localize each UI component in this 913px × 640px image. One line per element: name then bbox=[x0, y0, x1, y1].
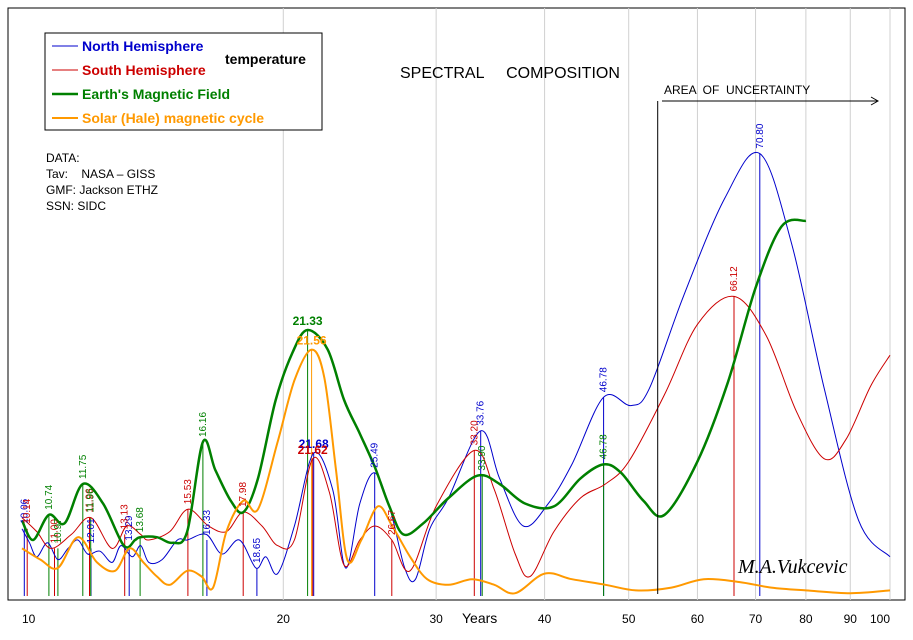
author-signature: M.A.Vukcevic bbox=[737, 556, 848, 578]
peak-label-26: 21.33 bbox=[293, 314, 323, 328]
peak-lines bbox=[23, 153, 761, 596]
x-tick-30: 30 bbox=[429, 612, 443, 626]
peak-label-28: 46.78 bbox=[599, 434, 610, 459]
x-tick-50: 50 bbox=[622, 612, 636, 626]
peak-label-23: 11.96 bbox=[86, 488, 97, 513]
peak-label-14: 15.53 bbox=[183, 479, 194, 504]
x-axis-label: Years bbox=[462, 610, 497, 626]
peak-label-8: 46.78 bbox=[599, 367, 610, 392]
peak-label-20: 10.74 bbox=[44, 484, 55, 509]
x-tick-labels: 10 20 30 40 50 60 70 80 90 100 bbox=[22, 612, 890, 626]
peak-label-15: 17.98 bbox=[238, 482, 249, 507]
legend-box bbox=[44, 32, 323, 131]
peak-label-7: 33.76 bbox=[476, 400, 487, 425]
peak-label-24: 13.68 bbox=[135, 507, 146, 532]
chart-title: SPECTRAL COMPOSITION bbox=[400, 65, 620, 82]
x-tick-90: 90 bbox=[844, 612, 858, 626]
peak-label-2: 13.29 bbox=[124, 515, 135, 540]
peak-label-4: 18.65 bbox=[252, 538, 263, 563]
x-tick-10: 10 bbox=[22, 612, 36, 626]
legend-label-south: South Hemisphere bbox=[82, 62, 206, 78]
uncertainty-area: AREA OF UNCERTAINTY bbox=[657, 83, 880, 594]
peak-label-13: 13.13 bbox=[120, 504, 131, 529]
peak-label-17: 26.67 bbox=[387, 510, 398, 535]
peak-label-18: 33.20 bbox=[469, 420, 480, 445]
magnetic-field-line bbox=[20, 218, 807, 549]
peak-label-9: 70.80 bbox=[755, 123, 766, 148]
peak-label-16: 21.62 bbox=[298, 443, 328, 457]
x-tick-80: 80 bbox=[799, 612, 813, 626]
peak-label-5: 21.68 bbox=[299, 437, 329, 451]
peak-labels: 10.06 12.01 13.29 16.33 18.65 21.68 25.49 33.76… bbox=[19, 123, 766, 563]
series-lines bbox=[20, 151, 891, 595]
peak-label-22: 11.75 bbox=[78, 454, 89, 479]
legend-label-gmf: Earth's Magnetic Field bbox=[82, 86, 230, 102]
peak-label-11: 11.00 bbox=[50, 519, 61, 544]
peak-label-10: 10.14 bbox=[22, 498, 33, 523]
x-tick-40: 40 bbox=[538, 612, 552, 626]
data-heading: DATA: bbox=[46, 151, 80, 165]
peak-label-6: 25.49 bbox=[370, 442, 381, 467]
uncertainty-label: AREA OF UNCERTAINTY bbox=[664, 83, 810, 97]
solar-cycle-line bbox=[21, 348, 891, 595]
peak-label-27: 33.90 bbox=[477, 445, 488, 470]
peak-label-25: 16.16 bbox=[198, 412, 209, 437]
peak-label-1: 12.01 bbox=[86, 518, 97, 543]
peak-label-3: 16.33 bbox=[202, 510, 213, 535]
peak-label-21: 10.97 bbox=[53, 518, 64, 543]
peak-label-29: 21.56 bbox=[297, 334, 327, 348]
legend: North Hemisphere South Hemisphere Earth'… bbox=[44, 32, 323, 131]
peak-label-19: 66.12 bbox=[729, 266, 740, 291]
data-source-gmf: GMF: Jackson ETHZ bbox=[46, 183, 158, 197]
temperature-label: temperature bbox=[225, 51, 306, 67]
x-tick-20: 20 bbox=[277, 612, 291, 626]
legend-label-north: North Hemisphere bbox=[82, 38, 204, 54]
north-hemisphere-line bbox=[21, 151, 891, 583]
x-tick-70: 70 bbox=[749, 612, 763, 626]
south-hemisphere-line bbox=[21, 295, 891, 578]
x-tick-100: 100 bbox=[870, 612, 890, 626]
x-tick-60: 60 bbox=[691, 612, 705, 626]
data-source-tav: Tav: NASA – GISS bbox=[46, 167, 155, 181]
data-source-ssn: SSN: SIDC bbox=[46, 199, 106, 213]
peak-label-0: 10.06 bbox=[19, 498, 30, 523]
arrow-head-icon bbox=[870, 96, 880, 106]
legend-label-solar: Solar (Hale) magnetic cycle bbox=[82, 110, 264, 126]
data-sources: DATA: Tav: NASA – GISS GMF: Jackson ETHZ… bbox=[46, 151, 158, 213]
peak-label-12: 11.96 bbox=[85, 488, 96, 513]
